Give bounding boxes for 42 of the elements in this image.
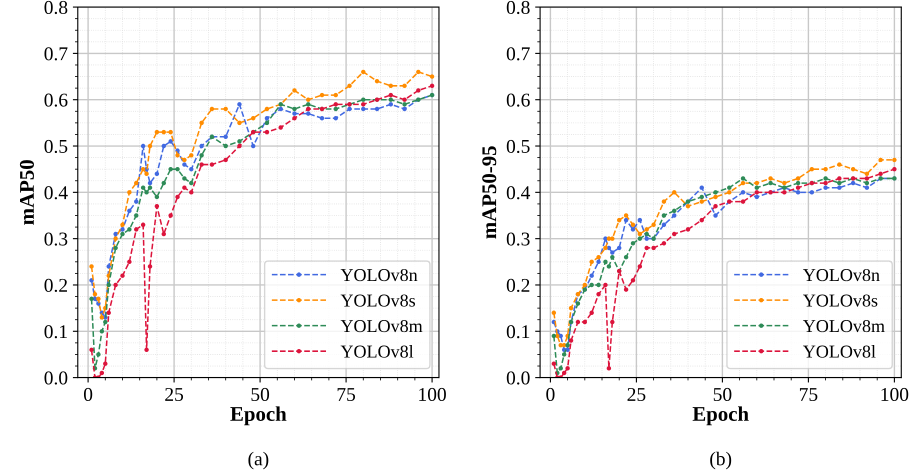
y-tick-label: 0.6 <box>506 94 530 107</box>
y-tick-label: 0.1 <box>506 325 530 338</box>
x-tick-label: 100 <box>419 388 446 402</box>
legend-label: YOLOv8n <box>802 268 880 282</box>
x-tick-label: 0 <box>546 388 555 402</box>
y-tick-label: 0.3 <box>506 232 530 246</box>
legend-label: YOLOv8m <box>340 320 422 332</box>
y-tick-label: 0.0 <box>506 371 530 385</box>
x-tick-label: 25 <box>628 388 646 402</box>
y-tick-label: 0.6 <box>44 94 68 107</box>
legend-label: YOLOv8l <box>802 344 876 358</box>
x-axis-title: Epoch <box>230 406 286 426</box>
y-axis-title: mAP50-95 <box>482 146 496 239</box>
legend-label: YOLOv8s <box>340 294 416 307</box>
legend-label: YOLOv8m <box>802 320 885 332</box>
y-tick-label: 0.8 <box>44 0 68 14</box>
y-tick-label: 0.3 <box>44 232 68 246</box>
legend-label: YOLOv8l <box>340 344 414 358</box>
y-axis-title: mAP50 <box>20 160 34 225</box>
y-tick-label: 0.1 <box>44 325 67 338</box>
legend-label: YOLOv8s <box>802 294 878 307</box>
legend-label: YOLOv8n <box>340 268 418 282</box>
y-tick-label: 0.5 <box>44 140 68 154</box>
y-tick-label: 0.7 <box>44 47 68 60</box>
y-tick-label: 0.2 <box>506 278 530 292</box>
y-tick-label: 0.0 <box>44 371 68 385</box>
x-tick-label: 50 <box>714 388 732 402</box>
y-tick-label: 0.4 <box>44 186 68 200</box>
y-tick-label: 0.8 <box>506 0 530 14</box>
y-tick-label: 0.4 <box>506 186 530 200</box>
x-tick-label: 75 <box>800 388 818 402</box>
x-tick-label: 75 <box>338 388 356 402</box>
x-tick-label: 25 <box>165 388 184 402</box>
x-tick-label: 100 <box>882 388 908 402</box>
x-tick-label: 50 <box>251 388 270 402</box>
text: (a) <box>248 452 268 470</box>
x-tick-label: 0 <box>84 388 92 402</box>
text: (b) <box>710 452 732 470</box>
x-axis-title: Epoch <box>692 406 749 426</box>
y-tick-label: 0.5 <box>506 140 530 154</box>
y-tick-label: 0.7 <box>506 47 530 60</box>
y-tick-label: 0.2 <box>44 278 67 292</box>
